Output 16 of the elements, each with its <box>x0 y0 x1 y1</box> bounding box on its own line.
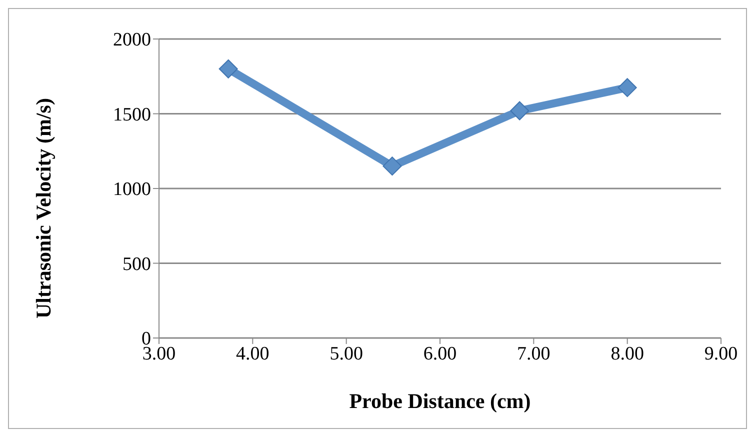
y-axis-title: Ultrasonic Velocity (m/s) <box>31 98 56 318</box>
y-tick-label: 2000 <box>113 30 151 51</box>
x-tick-label: 6.00 <box>423 343 457 364</box>
y-tick-label: 1500 <box>113 104 151 126</box>
y-tick-label: 500 <box>122 254 151 275</box>
x-tick-label: 5.00 <box>330 343 363 364</box>
x-tick-label: 4.00 <box>236 343 270 364</box>
point <box>218 59 238 78</box>
point <box>510 101 530 120</box>
x-tick-label: 9.00 <box>704 343 738 364</box>
x-tick-label: 7.00 <box>517 343 550 364</box>
x-tick-label: 8.00 <box>610 343 644 364</box>
point <box>382 156 402 176</box>
y-tick-label: 1000 <box>113 179 151 200</box>
x-axis-title: Probe Distance (cm) <box>349 389 531 413</box>
point <box>618 78 637 98</box>
